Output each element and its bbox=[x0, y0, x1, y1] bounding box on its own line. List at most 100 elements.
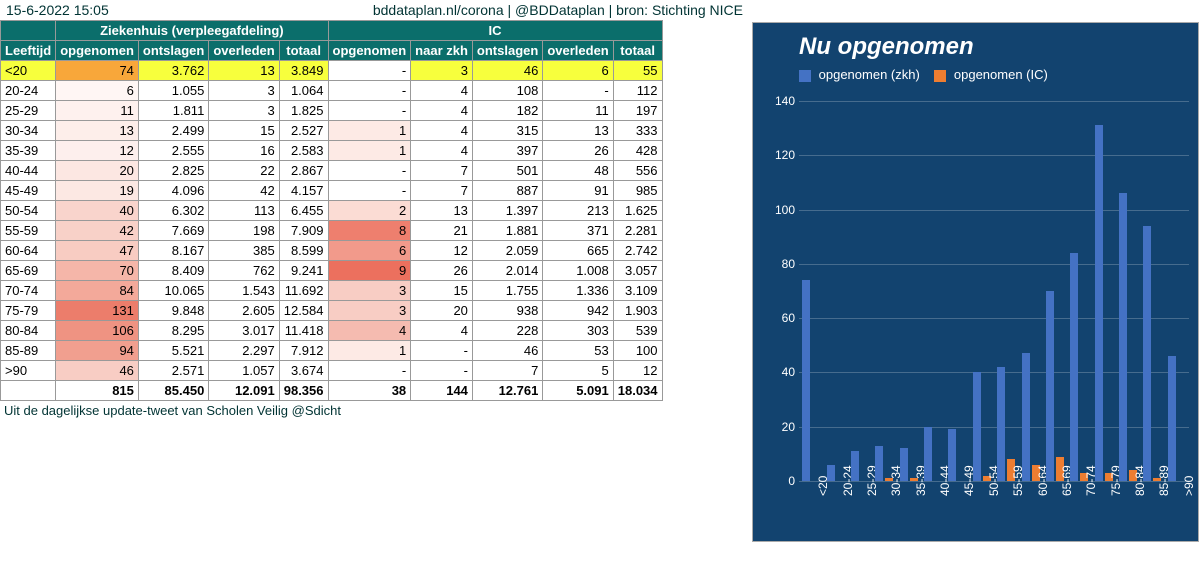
table-row: 70-748410.0651.54311.6923151.7551.3363.1… bbox=[1, 281, 663, 301]
cell: 1 bbox=[328, 121, 411, 141]
cell: 12.584 bbox=[279, 301, 328, 321]
cell: 15 bbox=[209, 121, 279, 141]
cell: - bbox=[411, 361, 473, 381]
cell: 9 bbox=[328, 261, 411, 281]
bar-zkh bbox=[1046, 291, 1054, 481]
col-header: totaal bbox=[279, 41, 328, 61]
cell: 21 bbox=[411, 221, 473, 241]
cell: 40-44 bbox=[1, 161, 56, 181]
cell: 112 bbox=[613, 81, 662, 101]
cell: - bbox=[328, 61, 411, 81]
cell: 2.527 bbox=[279, 121, 328, 141]
cell: 12 bbox=[56, 141, 139, 161]
cell: 887 bbox=[472, 181, 542, 201]
cell: >90 bbox=[1, 361, 56, 381]
bar-zkh bbox=[900, 448, 908, 481]
cell: 46 bbox=[472, 61, 542, 81]
total-cell: 12.761 bbox=[472, 381, 542, 401]
cell: 13 bbox=[56, 121, 139, 141]
col-header: overleden bbox=[543, 41, 613, 61]
bar-zkh bbox=[973, 372, 981, 481]
cell: 2.281 bbox=[613, 221, 662, 241]
cell: 7 bbox=[472, 361, 542, 381]
cell: 42 bbox=[56, 221, 139, 241]
cell: - bbox=[328, 361, 411, 381]
cell: 13 bbox=[411, 201, 473, 221]
cell: 20-24 bbox=[1, 81, 56, 101]
bar-zkh bbox=[924, 427, 932, 481]
total-cell: 85.450 bbox=[138, 381, 208, 401]
cell: 7 bbox=[411, 161, 473, 181]
total-cell: 18.034 bbox=[613, 381, 662, 401]
cell: 762 bbox=[209, 261, 279, 281]
cell: 70-74 bbox=[1, 281, 56, 301]
cell: 397 bbox=[472, 141, 542, 161]
total-cell: 144 bbox=[411, 381, 473, 401]
cell: 13 bbox=[543, 121, 613, 141]
cell: 1.064 bbox=[279, 81, 328, 101]
cell: 45-49 bbox=[1, 181, 56, 201]
cell: 539 bbox=[613, 321, 662, 341]
cell: 20 bbox=[411, 301, 473, 321]
y-axis-label: 140 bbox=[765, 94, 795, 108]
bar-zkh bbox=[875, 446, 883, 481]
cell: 1 bbox=[328, 341, 411, 361]
cell: 4 bbox=[411, 321, 473, 341]
bar-group bbox=[1043, 291, 1067, 481]
cell: 4 bbox=[411, 141, 473, 161]
cell: 84 bbox=[56, 281, 139, 301]
bar-zkh bbox=[1143, 226, 1151, 481]
bar-zkh bbox=[1119, 193, 1127, 481]
cell: 8.409 bbox=[138, 261, 208, 281]
cell: 1.811 bbox=[138, 101, 208, 121]
bar-group bbox=[1116, 193, 1140, 481]
bar-zkh bbox=[1168, 356, 1176, 481]
cell: 11 bbox=[56, 101, 139, 121]
cell: 3 bbox=[328, 301, 411, 321]
cell: 2.571 bbox=[138, 361, 208, 381]
cell: 3 bbox=[411, 61, 473, 81]
cell: 50-54 bbox=[1, 201, 56, 221]
cell: 942 bbox=[543, 301, 613, 321]
col-header: naar zkh bbox=[411, 41, 473, 61]
col-header: opgenomen bbox=[56, 41, 139, 61]
cell: 11.418 bbox=[279, 321, 328, 341]
cell: 6 bbox=[543, 61, 613, 81]
chart-plot: 020406080100120140<2020-2425-2930-3435-3… bbox=[799, 101, 1189, 481]
cell: 48 bbox=[543, 161, 613, 181]
cell: 42 bbox=[209, 181, 279, 201]
bar-group bbox=[1092, 125, 1116, 481]
cell: 3 bbox=[209, 101, 279, 121]
cell: 12 bbox=[613, 361, 662, 381]
bar-group bbox=[994, 367, 1018, 481]
cell: 182 bbox=[472, 101, 542, 121]
table-row: 25-29111.81131.825-418211197 bbox=[1, 101, 663, 121]
cell: 6 bbox=[328, 241, 411, 261]
cell: 228 bbox=[472, 321, 542, 341]
cell: 2.014 bbox=[472, 261, 542, 281]
bar-group bbox=[1140, 226, 1164, 481]
legend-swatch-zkh bbox=[799, 70, 811, 82]
cell: 20 bbox=[56, 161, 139, 181]
total-cell: 98.356 bbox=[279, 381, 328, 401]
cell: 12 bbox=[411, 241, 473, 261]
cell: - bbox=[328, 81, 411, 101]
table-totals-row: 81585.45012.09198.3563814412.7615.09118.… bbox=[1, 381, 663, 401]
bar-zkh bbox=[1095, 125, 1103, 481]
cell: 1.881 bbox=[472, 221, 542, 241]
table-row: 80-841068.2953.01711.41844228303539 bbox=[1, 321, 663, 341]
cell: 2.059 bbox=[472, 241, 542, 261]
cell: 6 bbox=[56, 81, 139, 101]
y-axis-label: 120 bbox=[765, 148, 795, 162]
header-bar: 15-6-2022 15:05 bddataplan.nl/corona | @… bbox=[0, 0, 749, 20]
cell: 1.625 bbox=[613, 201, 662, 221]
cell: 11 bbox=[543, 101, 613, 121]
cell: 30-34 bbox=[1, 121, 56, 141]
col-header: totaal bbox=[613, 41, 662, 61]
cell: 9.848 bbox=[138, 301, 208, 321]
source-text: bddataplan.nl/corona | @BDDataplan | bro… bbox=[373, 2, 743, 18]
cell: 94 bbox=[56, 341, 139, 361]
cell: <20 bbox=[1, 61, 56, 81]
cell: 106 bbox=[56, 321, 139, 341]
cell: 8.167 bbox=[138, 241, 208, 261]
